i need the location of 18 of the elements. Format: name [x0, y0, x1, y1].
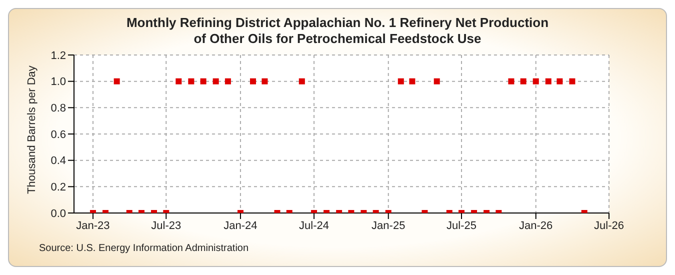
x-tick-label: Jul-26: [594, 220, 624, 232]
y-tick-label: 0.8: [50, 102, 66, 115]
x-tick-label: Jan-26: [519, 220, 553, 232]
y-tick-label: 0.0: [50, 208, 66, 220]
x-tick-label: Jan-24: [224, 220, 258, 232]
y-tick-label: 0.2: [50, 182, 66, 194]
x-tick-label: Jul-24: [299, 220, 330, 232]
y-tick-label: 1.2: [50, 50, 66, 62]
source-note: Source: U.S. Energy Information Administration: [39, 243, 249, 254]
chart-title: Monthly Refining District Appalachian No. 1 Refinery Net Production of Other Oils for Petrochemical Feedstock Use: [125, 14, 550, 47]
y-axis-title: Thousand Barrels per Day: [26, 65, 38, 194]
y-tick-label: 0.4: [50, 155, 66, 168]
x-tick-label: Jul-25: [446, 220, 476, 232]
x-tick-label: Jul-23: [151, 220, 182, 232]
y-tick-label: 0.6: [50, 128, 66, 141]
x-tick-label: Jan-25: [372, 220, 406, 232]
y-tick-label: 1.0: [50, 76, 66, 88]
x-tick-label: Jan-23: [76, 220, 110, 232]
